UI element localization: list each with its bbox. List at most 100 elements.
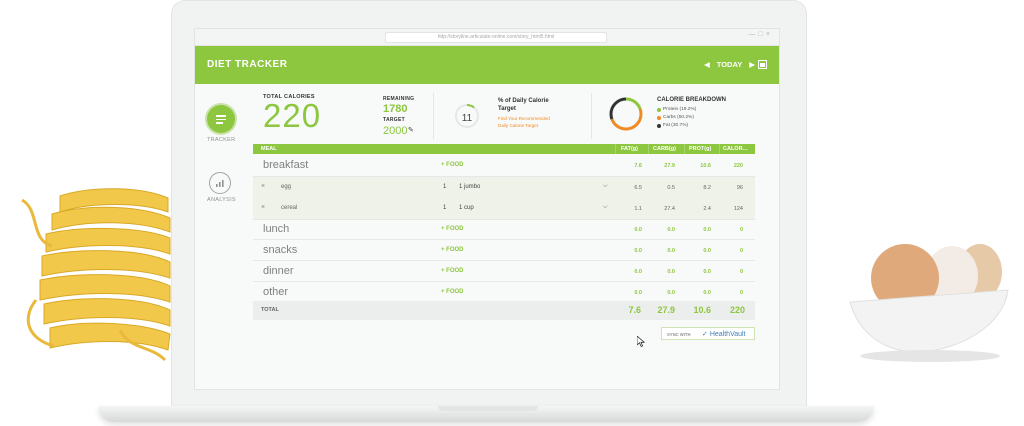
col-fat: FAT(g) — [621, 146, 639, 152]
cal-value: 0 — [739, 248, 743, 254]
recommended-link-2[interactable]: Daily Calorie Target — [498, 123, 538, 128]
add-food-button[interactable]: + FOOD — [441, 162, 464, 168]
food-row-egg: × egg 1 1 jumbo ⌵ 6.5 0.5 8.2 96 — [253, 177, 755, 199]
total-calories-label: TOTAL CALORIES — [263, 94, 315, 100]
calorie-breakdown-donut — [609, 97, 643, 131]
legend-label: Protein (19.2%) — [663, 107, 697, 112]
total-label: TOTAL — [261, 307, 279, 313]
fat-value: 7.6 — [634, 163, 642, 169]
cal-value: 124 — [733, 206, 743, 212]
carb-value: 27.4 — [664, 206, 675, 212]
total-row: TOTAL 7.6 27.9 10.6 220 — [253, 301, 755, 320]
date-navigator: ◀ TODAY ▶ — [704, 60, 755, 69]
carb-value: 0.0 — [667, 269, 675, 275]
total-carb: 27.9 — [657, 305, 675, 315]
fat-value: 0.0 — [634, 290, 642, 296]
remove-food-icon[interactable]: × — [261, 204, 266, 211]
analysis-nav-button[interactable] — [209, 172, 231, 194]
meal-row-snacks: snacks + FOOD 0.0 0.0 0.0 0 — [253, 240, 755, 261]
food-row-cereal: × cereal 1 1 cup ⌵ 1.1 27.4 2.4 124 — [253, 198, 755, 220]
laptop-notch — [438, 406, 538, 411]
app-header: DIET TRACKER ◀ TODAY ▶ — [195, 46, 779, 84]
next-day-icon[interactable]: ▶ — [749, 60, 755, 69]
prot-value: 0.0 — [703, 227, 711, 233]
meal-row-other: other + FOOD 0.0 0.0 0.0 0 — [253, 282, 755, 302]
tracker-nav-button[interactable] — [207, 105, 235, 133]
remaining-value: 1780 — [383, 103, 408, 115]
laptop-base — [98, 406, 874, 422]
tracker-nav-label: TRACKER — [207, 137, 236, 143]
divider — [719, 144, 720, 154]
remove-food-icon[interactable]: × — [261, 183, 266, 190]
meal-row-lunch: lunch + FOOD 0.0 0.0 0.0 0 — [253, 219, 755, 240]
food-name: cereal — [281, 205, 298, 211]
recommended-link[interactable]: Find Your Recommended — [498, 116, 550, 121]
daily-pct-title: % of Daily Calorie Target — [498, 98, 549, 112]
meal-row-breakfast: breakfast + FOOD 7.6 27.9 10.6 220 — [253, 155, 755, 177]
mouse-cursor-icon — [637, 336, 645, 347]
divider — [648, 144, 649, 154]
total-cal: 220 — [729, 305, 745, 315]
food-name: egg — [281, 184, 292, 190]
cal-value: 96 — [736, 185, 743, 191]
cal-value: 0 — [739, 269, 743, 275]
fat-value: 0.0 — [634, 248, 642, 254]
chevron-down-icon[interactable]: ⌵ — [603, 204, 608, 210]
legend-carbs: Carbs (50.2%) — [657, 115, 694, 120]
fat-dot-icon — [657, 123, 661, 128]
calendar-icon[interactable] — [758, 60, 767, 69]
col-prot: PROT(g) — [689, 146, 712, 152]
divider — [591, 93, 592, 139]
carb-value: 0.5 — [667, 185, 675, 191]
prev-day-icon[interactable]: ◀ — [704, 60, 710, 69]
fat-value: 0.0 — [634, 227, 642, 233]
total-prot: 10.6 — [693, 305, 711, 315]
add-food-button[interactable]: + FOOD — [441, 247, 464, 253]
meal-name: lunch — [263, 223, 290, 235]
cal-value: 0 — [739, 290, 743, 296]
app-title: DIET TRACKER — [207, 59, 288, 70]
divider — [684, 144, 685, 154]
breakdown-title: CALORIE BREAKDOWN — [657, 97, 726, 103]
protein-dot-icon — [657, 107, 661, 112]
target-label: TARGET — [383, 117, 405, 123]
edit-pencil-icon[interactable]: ✎ — [408, 127, 414, 134]
table-header: MEAL FAT(g) CARB(g) PROT(g) CALOR... — [253, 144, 755, 154]
food-unit-select[interactable]: 1 jumbo — [459, 184, 481, 190]
remaining-label: REMAINING — [383, 96, 415, 102]
cal-value: 0 — [739, 227, 743, 233]
meal-name: snacks — [263, 244, 298, 256]
meal-row-dinner: dinner + FOOD 0.0 0.0 0.0 0 — [253, 261, 755, 282]
divider — [615, 144, 616, 154]
chart-icon — [216, 180, 224, 187]
carb-value: 0.0 — [667, 248, 675, 254]
healthvault-icon: ✓ — [702, 331, 708, 338]
window-controls[interactable]: —□× — [748, 31, 773, 38]
address-bar[interactable]: http://storyline.articulate-online.com/s… — [385, 32, 607, 43]
legend-label: Fat (30.7%) — [663, 123, 689, 128]
cal-value: 220 — [733, 163, 743, 169]
legend-protein: Protein (19.2%) — [657, 107, 696, 112]
target-value: 2000 — [383, 125, 408, 137]
col-carb: CARB(g) — [653, 146, 676, 152]
donut-segment — [609, 97, 643, 131]
carbs-dot-icon — [657, 115, 661, 120]
date-label: TODAY — [716, 60, 743, 69]
food-qty[interactable]: 1 — [443, 184, 447, 190]
food-unit-select[interactable]: 1 cup — [459, 205, 474, 211]
add-food-button[interactable]: + FOOD — [441, 226, 464, 232]
prot-value: 0.0 — [703, 248, 711, 254]
food-qty[interactable]: 1 — [443, 205, 447, 211]
add-food-button[interactable]: + FOOD — [441, 268, 464, 274]
chevron-down-icon[interactable]: ⌵ — [603, 183, 608, 189]
donut-segment — [609, 97, 643, 131]
total-calories-value: 220 — [263, 97, 322, 134]
add-food-button[interactable]: + FOOD — [441, 289, 464, 295]
prot-value: 10.6 — [700, 163, 711, 169]
browser-toolbar: http://storyline.articulate-online.com/s… — [195, 29, 779, 46]
meal-name: dinner — [263, 265, 294, 277]
sync-healthvault-button[interactable]: SYNC WITH ✓ HealthVault — [661, 327, 755, 340]
legend-fat: Fat (30.7%) — [657, 123, 688, 128]
pasta-image — [21, 188, 171, 362]
fat-value: 6.5 — [634, 185, 642, 191]
